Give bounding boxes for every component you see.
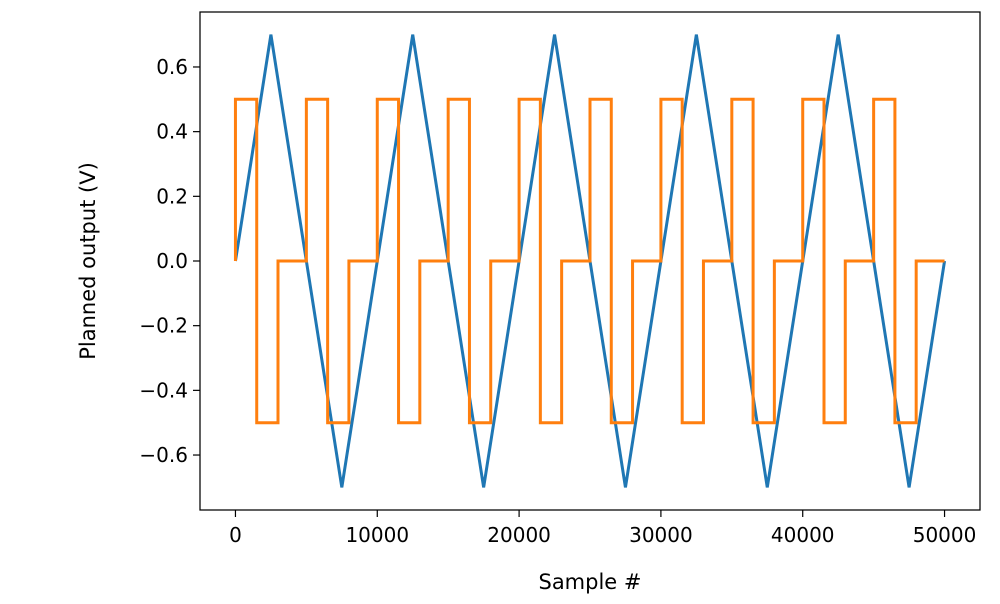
x-axis: 0 10000 20000 30000 40000 50000 <box>229 510 976 547</box>
y-tick-label: 0.4 <box>156 120 188 144</box>
y-tick-label: 0.0 <box>156 249 188 273</box>
y-tick-label: 0.2 <box>156 184 188 208</box>
x-tick-label: 50000 <box>913 523 977 547</box>
x-tick-label: 20000 <box>487 523 551 547</box>
series-line-step <box>233 97 945 425</box>
x-tick-label: 30000 <box>629 523 693 547</box>
x-tick-label: 10000 <box>345 523 409 547</box>
y-tick-label: 0.6 <box>156 55 188 79</box>
y-tick-label: −0.6 <box>139 443 188 467</box>
y-axis: −0.6 −0.4 −0.2 0.0 0.2 0.4 0.6 <box>139 55 200 467</box>
y-tick-label: −0.4 <box>139 378 188 402</box>
x-axis-label: Sample # <box>538 570 641 594</box>
x-tick-label: 40000 <box>771 523 835 547</box>
y-axis-label: Planned output (V) <box>76 162 100 360</box>
y-tick-label: −0.2 <box>139 314 188 338</box>
series-layer <box>233 34 947 488</box>
x-tick-label: 0 <box>229 523 242 547</box>
